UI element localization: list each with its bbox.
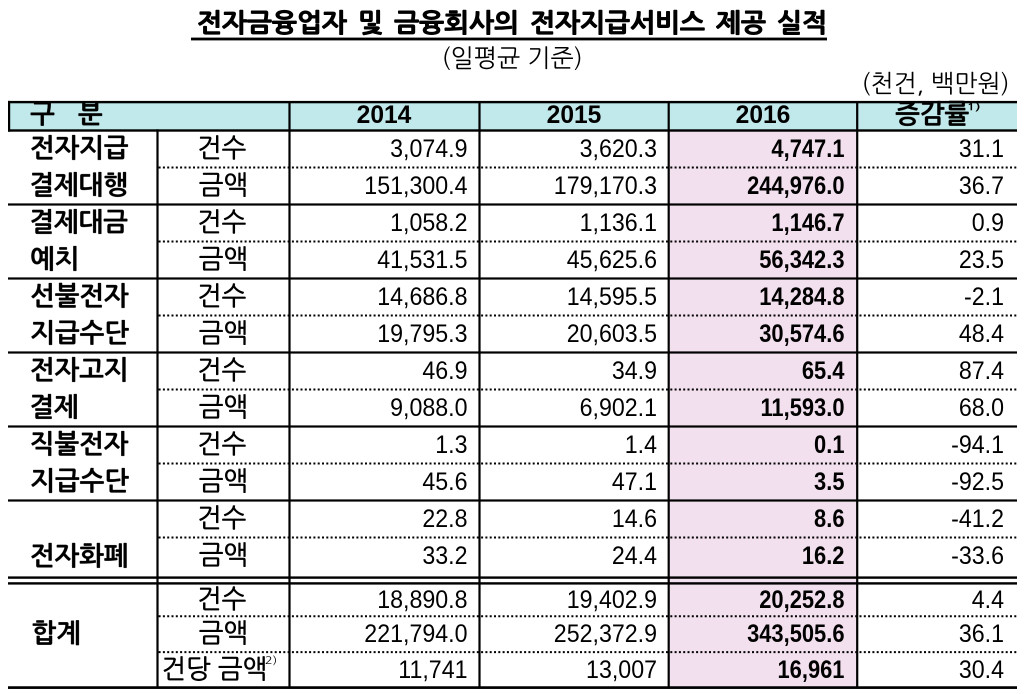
svg-text:11,593.0: 11,593.0 — [760, 394, 844, 422]
svg-text:3,074.9: 3,074.9 — [390, 135, 467, 163]
svg-text:-41.2: -41.2 — [951, 505, 1004, 533]
svg-text:2014: 2014 — [357, 102, 412, 129]
svg-text:87.4: 87.4 — [959, 357, 1004, 385]
svg-text:343,505.6: 343,505.6 — [747, 620, 844, 648]
svg-text:1.4: 1.4 — [625, 431, 657, 459]
svg-text:1,146.7: 1,146.7 — [771, 209, 844, 237]
svg-text:-2.1: -2.1 — [964, 283, 1004, 311]
svg-text:1.3: 1.3 — [435, 431, 467, 459]
svg-text:47.1: 47.1 — [612, 468, 657, 496]
svg-text:45.6: 45.6 — [422, 468, 467, 496]
svg-text:20,603.5: 20,603.5 — [567, 320, 657, 348]
svg-text:-92.5: -92.5 — [951, 468, 1004, 496]
svg-text:46.9: 46.9 — [422, 357, 467, 385]
svg-text:-94.1: -94.1 — [951, 431, 1004, 459]
svg-text:36.7: 36.7 — [959, 172, 1004, 200]
svg-text:0.9: 0.9 — [972, 209, 1004, 237]
svg-text:33.2: 33.2 — [422, 542, 467, 570]
svg-text:151,300.4: 151,300.4 — [364, 172, 467, 200]
svg-text:41,531.5: 41,531.5 — [377, 246, 467, 274]
svg-text:22.8: 22.8 — [422, 505, 467, 533]
svg-text:3,620.3: 3,620.3 — [580, 135, 657, 163]
svg-text:0.1: 0.1 — [814, 431, 844, 459]
svg-text:30.4: 30.4 — [959, 656, 1004, 684]
svg-text:244,976.0: 244,976.0 — [747, 172, 844, 200]
svg-text:-33.6: -33.6 — [951, 542, 1004, 570]
svg-text:30,574.6: 30,574.6 — [759, 320, 844, 348]
svg-text:68.0: 68.0 — [959, 394, 1004, 422]
svg-text:179,170.3: 179,170.3 — [554, 172, 657, 200]
svg-text:20,252.8: 20,252.8 — [759, 586, 844, 614]
svg-text:221,794.0: 221,794.0 — [364, 620, 467, 648]
svg-text:19,795.3: 19,795.3 — [377, 320, 467, 348]
svg-text:4.4: 4.4 — [972, 586, 1004, 614]
svg-text:8.6: 8.6 — [814, 505, 844, 533]
svg-text:2015: 2015 — [547, 102, 602, 129]
svg-text:3.5: 3.5 — [814, 468, 844, 496]
svg-text:14,284.8: 14,284.8 — [759, 283, 844, 311]
svg-text:45,625.6: 45,625.6 — [567, 246, 657, 274]
svg-text:16.2: 16.2 — [802, 542, 845, 570]
svg-text:9,088.0: 9,088.0 — [390, 394, 467, 422]
svg-text:14,595.5: 14,595.5 — [567, 283, 657, 311]
svg-text:48.4: 48.4 — [959, 320, 1004, 348]
svg-text:14,686.8: 14,686.8 — [377, 283, 467, 311]
svg-text:36.1: 36.1 — [959, 620, 1004, 648]
svg-text:24.4: 24.4 — [612, 542, 657, 570]
svg-text:18,890.8: 18,890.8 — [377, 586, 467, 614]
svg-text:4,747.1: 4,747.1 — [771, 135, 844, 163]
svg-text:16,961: 16,961 — [778, 656, 845, 684]
svg-text:14.6: 14.6 — [612, 505, 657, 533]
svg-text:13,007: 13,007 — [586, 656, 657, 684]
svg-text:56,342.3: 56,342.3 — [759, 246, 844, 274]
svg-text:11,741: 11,741 — [398, 656, 467, 684]
svg-text:6,902.1: 6,902.1 — [580, 394, 657, 422]
svg-text:1,136.1: 1,136.1 — [580, 209, 657, 237]
svg-text:19,402.9: 19,402.9 — [567, 586, 657, 614]
svg-text:252,372.9: 252,372.9 — [554, 620, 657, 648]
svg-text:65.4: 65.4 — [802, 357, 845, 385]
svg-text:23.5: 23.5 — [959, 246, 1004, 274]
svg-text:34.9: 34.9 — [612, 357, 657, 385]
svg-text:31.1: 31.1 — [959, 135, 1004, 163]
svg-text:2016: 2016 — [736, 102, 791, 129]
svg-text:1,058.2: 1,058.2 — [390, 209, 467, 237]
